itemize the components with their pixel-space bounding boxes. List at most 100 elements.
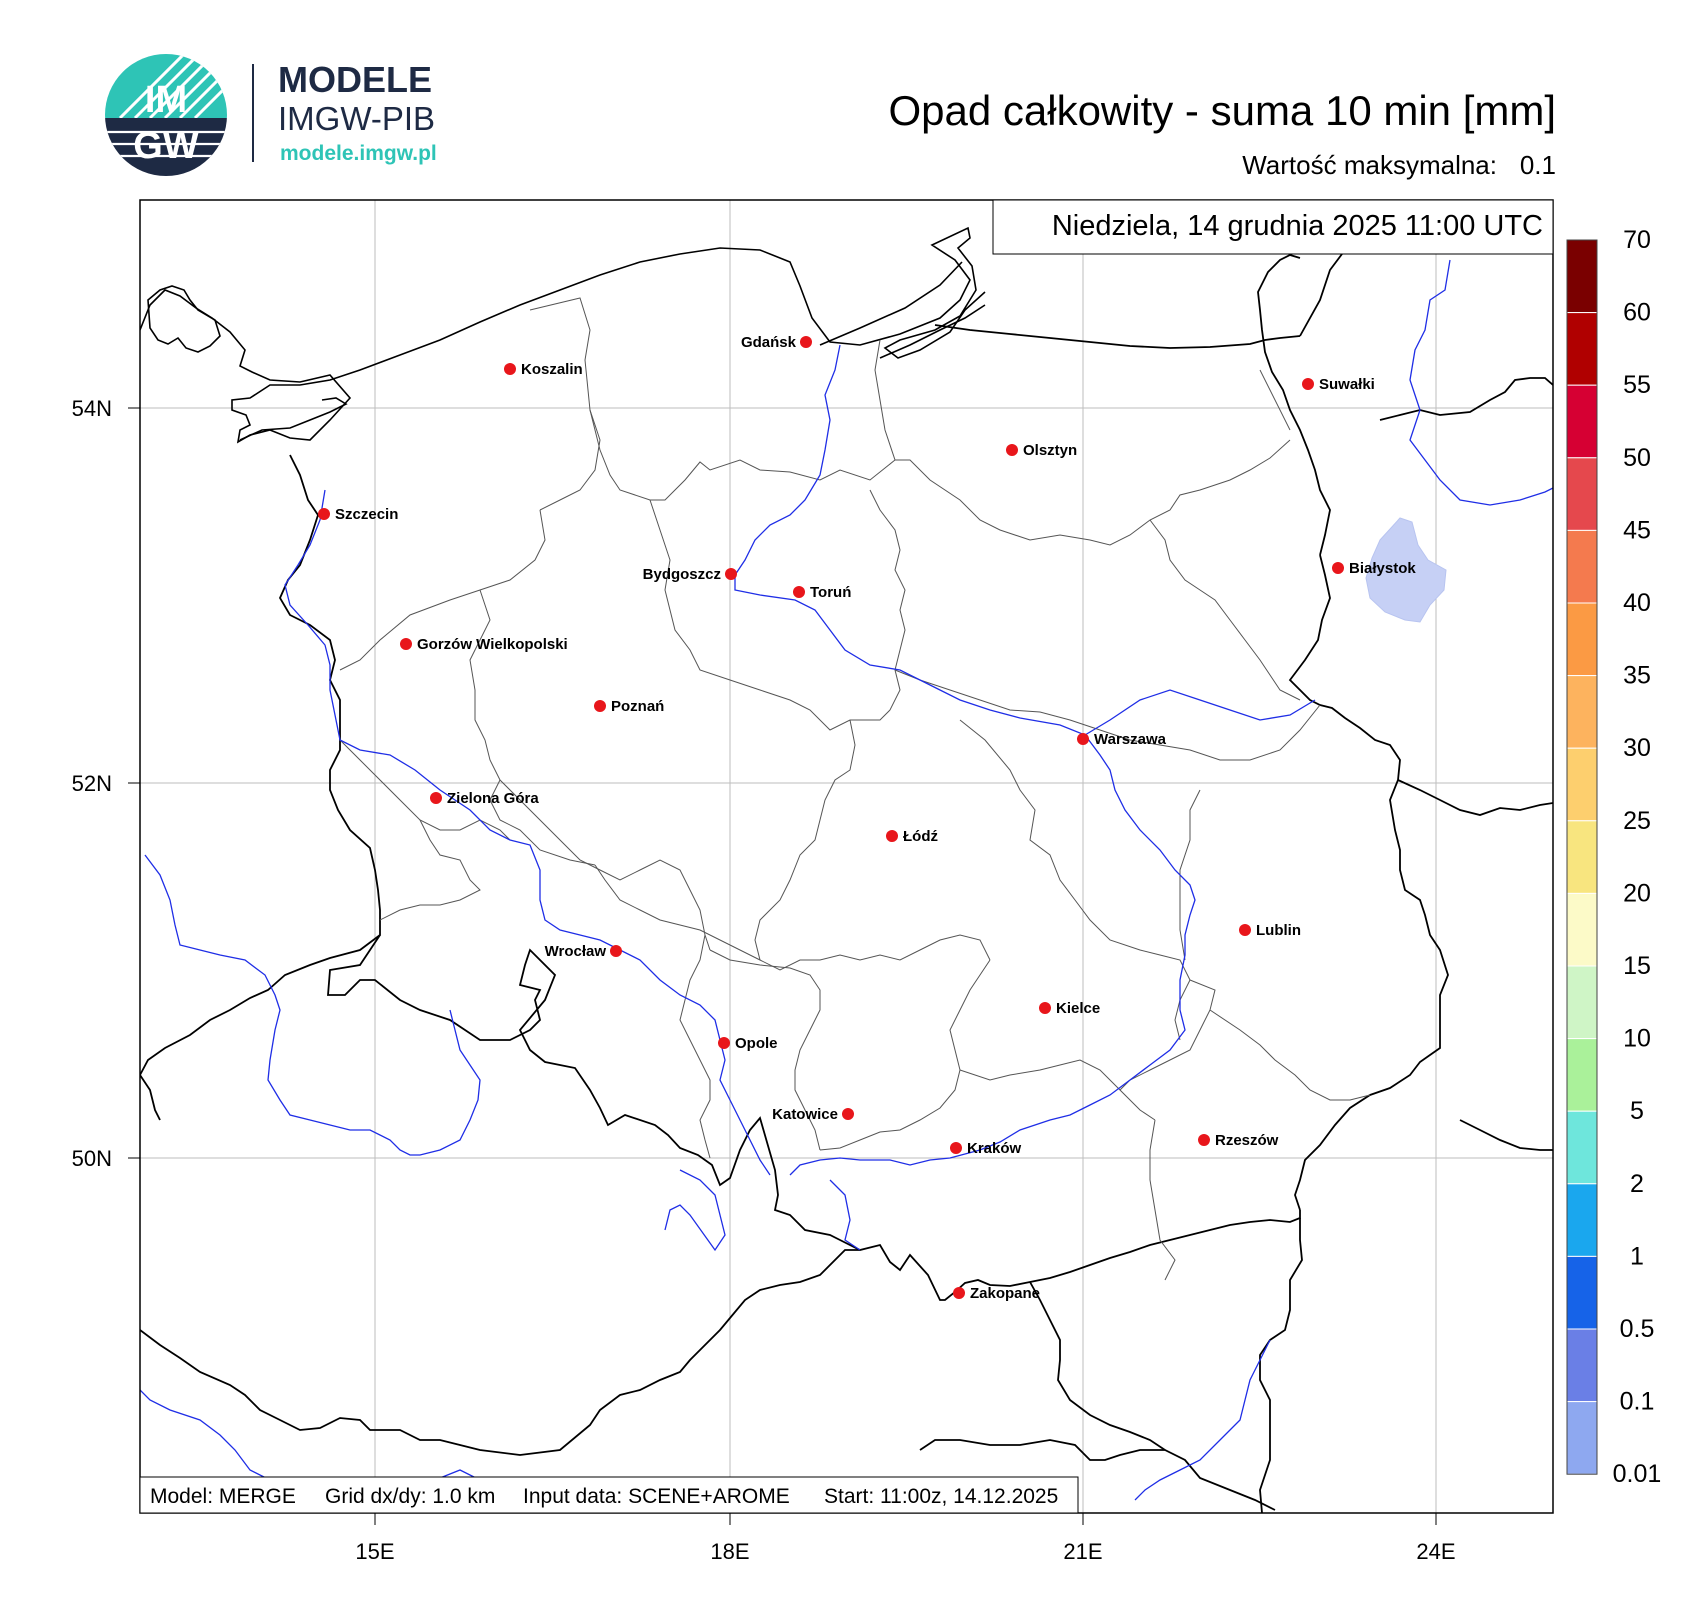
city-label: Gorzów Wielkopolski [417, 636, 568, 653]
city-dot [1239, 924, 1251, 936]
city-label: Zakopane [970, 1285, 1040, 1302]
city-dot [1332, 562, 1344, 574]
city-marker: Gorzów Wielkopolski [400, 636, 568, 653]
city-label: Lublin [1256, 922, 1301, 939]
city-label: Suwałki [1319, 376, 1375, 393]
city-label: Gdańsk [741, 334, 797, 351]
colorbar-label: 0.01 [1613, 1460, 1662, 1488]
river-vistula [734, 344, 1196, 1176]
city-dot [793, 586, 805, 598]
city-label: Koszalin [521, 361, 583, 378]
city-dot [610, 945, 622, 957]
city-dot [594, 700, 606, 712]
colorbar-segment [1566, 1255, 1598, 1330]
map-title: Opad całkowity - suma 10 min [mm] [888, 87, 1556, 134]
logo-text-bottom: GW [133, 125, 199, 167]
colorbar-label: 70 [1623, 226, 1651, 254]
footer-start: Start: 11:00z, 14.12.2025 [824, 1485, 1058, 1508]
colorbar-segment [1566, 1401, 1598, 1475]
colorbar-segment [1566, 965, 1598, 1040]
border-lithuania [1299, 249, 1346, 337]
border-belarus-ukraine [1397, 779, 1553, 816]
city-dot [1302, 378, 1314, 390]
colorbar-segment [1566, 1183, 1598, 1257]
colorbar-segment [1566, 820, 1598, 894]
river-oder [284, 489, 771, 1176]
city-marker: Olsztyn [1006, 442, 1077, 459]
city-dot [800, 336, 812, 348]
city-marker: Katowice [772, 1106, 854, 1123]
border-czech-austria [140, 1249, 860, 1456]
lon-tick-label: 21E [1063, 1539, 1102, 1564]
colorbar-label: 60 [1623, 299, 1651, 327]
city-label: Białystok [1349, 560, 1416, 577]
colorbar-segment [1566, 1110, 1598, 1185]
lon-tick-label: 24E [1416, 1539, 1455, 1564]
city-label: Katowice [772, 1106, 838, 1123]
city-dot [886, 830, 898, 842]
map-area: Gdańsk Koszalin Szczecin Suwałki Olsztyn Biał… [140, 200, 1553, 1513]
brand-name: MODELE [278, 59, 432, 100]
max-value-label: Wartość maksymalna: [1242, 150, 1497, 180]
colorbar: 70 60 55 50 45 40 35 30 25 20 15 10 5 2 1 0.5 0.1 0.01 [1566, 226, 1662, 1488]
colorbar-label: 0.5 [1620, 1315, 1655, 1343]
voivodeship-boundaries [339, 297, 1371, 1281]
river-hungary [1134, 1339, 1271, 1501]
colorbar-label: 40 [1623, 589, 1651, 617]
city-dot [953, 1287, 965, 1299]
city-marker: Kraków [950, 1140, 1022, 1157]
colorbar-segment [1566, 1038, 1598, 1112]
logo-text-top: IM [145, 79, 187, 121]
colorbar-segment [1566, 602, 1598, 677]
precip-area [1365, 517, 1447, 623]
city-dot [725, 568, 737, 580]
city-marker: Opole [718, 1035, 778, 1052]
border-ukraine-far [1459, 1119, 1553, 1151]
colorbar-segment [1566, 675, 1598, 749]
colorbar-label: 50 [1623, 444, 1651, 472]
city-marker: Kielce [1039, 1000, 1100, 1017]
colorbar-segment [1566, 892, 1598, 967]
city-dot [318, 508, 330, 520]
colorbar-label: 30 [1623, 734, 1651, 762]
city-label: Poznań [611, 698, 664, 715]
city-marker: Lublin [1239, 922, 1301, 939]
footer-model: Model: MERGE [150, 1485, 296, 1508]
max-value: 0.1 [1520, 150, 1556, 180]
river-elbe-tributary [144, 854, 481, 1156]
city-dot [430, 792, 442, 804]
city-label: Szczecin [335, 506, 398, 523]
city-marker: Gdańsk [741, 334, 812, 351]
city-marker: Warszawa [1077, 731, 1167, 748]
border-czech-west [140, 1074, 161, 1121]
lat-tick-label: 52N [72, 771, 112, 796]
baltic-coastline [140, 226, 986, 444]
lat-tick-label: 50N [72, 1146, 112, 1171]
colorbar-segment [1566, 384, 1598, 459]
city-dot [1077, 733, 1089, 745]
city-marker: Łódź [886, 828, 938, 845]
city-dot [504, 363, 516, 375]
footer-box: Model: MERGE Grid dx/dy: 1.0 km Input da… [139, 1476, 1079, 1514]
date-label: Niedziela, 14 grudnia 2025 11:00 UTC [1052, 210, 1543, 242]
border-east-lithuania-belarus [1379, 377, 1553, 421]
river-slovakia [829, 1179, 861, 1251]
colorbar-segment [1566, 1328, 1598, 1403]
city-marker: Suwałki [1302, 376, 1375, 393]
city-marker: Szczecin [318, 506, 398, 523]
border-north-russia [934, 324, 1301, 349]
river-bug [1084, 689, 1316, 736]
city-marker: Bydgoszcz [643, 566, 737, 583]
city-dot [400, 638, 412, 650]
colorbar-label: 55 [1623, 371, 1651, 399]
river-czech-south [664, 1169, 726, 1252]
lon-tick-label: 18E [710, 1539, 749, 1564]
latitude-axis: 54N 52N 50N [72, 396, 140, 1171]
date-box: Niedziela, 14 grudnia 2025 11:00 UTC [992, 199, 1554, 255]
szczecin-lagoon [239, 397, 348, 441]
colorbar-label: 35 [1623, 662, 1651, 690]
city-marker: Białystok [1332, 560, 1416, 577]
colorbar-label: 20 [1623, 879, 1651, 907]
border-slovakia-ukraine [1259, 1218, 1303, 1513]
city-marker: Poznań [594, 698, 664, 715]
